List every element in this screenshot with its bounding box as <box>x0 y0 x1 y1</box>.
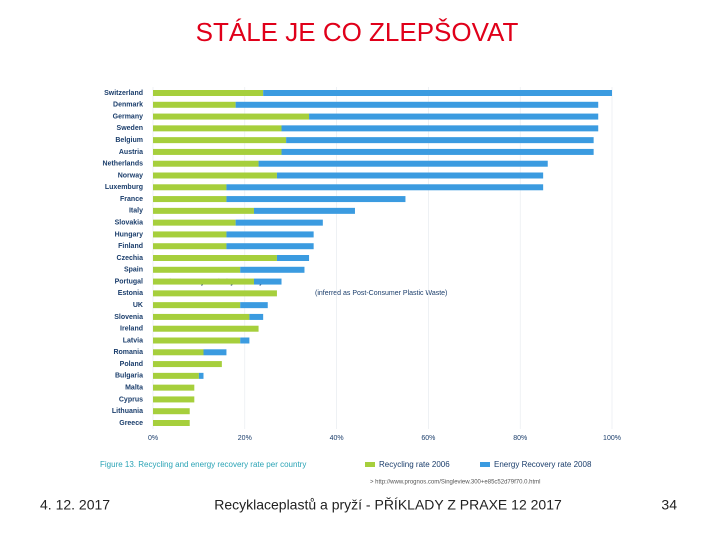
bar-segment <box>226 184 544 191</box>
y-tick-label: Lithuania <box>112 408 143 415</box>
bar-segment <box>253 207 355 214</box>
bar-segment <box>153 278 254 285</box>
bar-segment <box>153 148 282 155</box>
y-tick-label: Greece <box>119 420 143 427</box>
bar-segment <box>153 231 227 238</box>
bar-segment <box>153 172 277 179</box>
bar-segment <box>235 219 323 226</box>
bar-segment <box>258 160 548 167</box>
bar-segment <box>276 172 544 179</box>
x-tick-label: 100% <box>603 435 621 442</box>
y-tick-label: Sweden <box>117 125 143 132</box>
y-tick-label: Romania <box>113 349 143 356</box>
y-tick-label: Poland <box>120 361 143 368</box>
bar-segment <box>198 372 204 379</box>
figure-caption: Figure 13. Recycling and energy recovery… <box>100 460 306 469</box>
bar-segment <box>249 313 264 320</box>
bar-segment <box>240 337 250 344</box>
bar-segment <box>153 420 190 426</box>
bar-segment <box>153 408 190 415</box>
bar-segment <box>153 337 241 344</box>
bar-segment <box>153 207 254 214</box>
bar-segment <box>240 266 305 273</box>
bar-segment <box>153 396 195 403</box>
bar-segment <box>240 302 268 309</box>
bar-segment <box>286 137 594 144</box>
bar-segment <box>153 160 259 167</box>
bar-segment <box>226 243 314 250</box>
page-number: 34 <box>661 497 677 513</box>
y-tick-label: Austria <box>119 149 143 156</box>
bar-segment <box>153 325 259 332</box>
y-tick-label: Denmark <box>113 102 143 109</box>
x-tick-label: 20% <box>238 435 252 442</box>
bar-segment <box>153 290 277 297</box>
legend-swatch <box>365 462 375 467</box>
x-tick-label: 60% <box>421 435 435 442</box>
y-tick-label: Netherlands <box>103 161 144 168</box>
bar-segment <box>153 349 204 356</box>
bar-segment <box>281 148 594 155</box>
bar-segment <box>281 125 599 132</box>
y-tick-label: Belgium <box>115 137 143 144</box>
date: 4. 12. 2017 <box>40 497 110 513</box>
y-tick-label: Italy <box>129 208 143 215</box>
bar-segment <box>253 278 282 285</box>
bar-segment <box>153 113 310 120</box>
bar-segment <box>235 101 599 108</box>
bar-segment <box>153 384 195 391</box>
bar-segment <box>226 196 406 203</box>
y-tick-label: Germany <box>113 113 143 120</box>
bar-segment <box>153 219 236 226</box>
source: > http://www.prognos.com/Singleview.300+… <box>370 480 540 486</box>
bar-segment <box>153 302 241 309</box>
bar-segment <box>153 361 222 368</box>
y-tick-label: Finland <box>118 243 143 250</box>
y-tick-label: UK <box>133 302 143 309</box>
legend-label: Recycling rate 2006 <box>379 460 450 469</box>
bar-segment <box>203 349 227 356</box>
y-tick-label: Slovakia <box>115 219 144 226</box>
legend-swatch <box>480 462 490 467</box>
bar-segment <box>153 137 287 144</box>
y-tick-label: Malta <box>125 384 143 391</box>
bar-segment <box>153 372 199 379</box>
bar-segment <box>153 255 277 261</box>
y-tick-label: Luxemburg <box>105 184 143 191</box>
y-tick-label: Latvia <box>123 337 143 344</box>
bar-segment <box>153 243 227 250</box>
footer: Recyklaceplastů a pryží - PŘÍKLADY Z PRA… <box>214 497 562 513</box>
bar-segment <box>153 313 250 320</box>
x-tick-label: 40% <box>330 435 344 442</box>
bar-segment <box>226 231 314 238</box>
bar-segment <box>153 184 227 191</box>
x-tick-label: 80% <box>513 435 527 442</box>
annotation-note: (inferred as Post-Consumer Plastic Waste… <box>315 290 447 297</box>
bar-segment <box>153 196 227 203</box>
y-tick-label: Norway <box>118 172 143 179</box>
y-tick-label: Czechia <box>117 255 144 262</box>
y-tick-label: France <box>120 196 143 203</box>
y-tick-label: Cyprus <box>119 396 143 403</box>
bar-segment <box>153 101 236 108</box>
y-tick-label: Estonia <box>118 290 143 297</box>
legend-label: Energy Recovery rate 2008 <box>494 460 592 469</box>
bar-segment <box>309 113 599 120</box>
bar-segment <box>153 266 241 273</box>
bar-segment <box>153 90 264 96</box>
y-tick-label: Ireland <box>120 326 143 333</box>
y-tick-label: Bulgaria <box>115 373 143 380</box>
y-tick-label: Portugal <box>115 278 143 285</box>
slide-title: STÁLE JE CO ZLEPŠOVAT <box>196 17 519 47</box>
y-tick-label: Slovenia <box>114 314 143 321</box>
x-tick-label: 0% <box>148 435 158 442</box>
bar-segment <box>276 255 310 261</box>
bar-segment <box>153 125 282 132</box>
y-tick-label: Hungary <box>115 231 144 238</box>
bar-segment <box>263 90 612 96</box>
y-tick-label: Spain <box>124 267 143 274</box>
y-tick-label: Switzerland <box>104 90 143 97</box>
